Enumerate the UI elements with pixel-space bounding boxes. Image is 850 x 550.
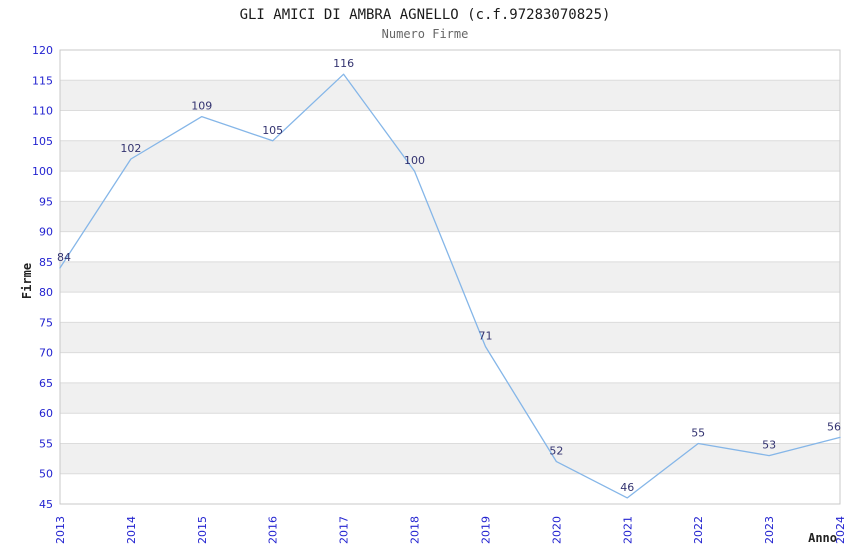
plot-bands	[60, 80, 840, 474]
y-tick-label: 95	[39, 195, 53, 208]
x-tick-label: 2019	[480, 516, 493, 544]
x-tick-label: 2018	[409, 516, 422, 544]
point-label: 84	[57, 251, 71, 264]
point-label: 105	[262, 124, 283, 137]
y-tick-label: 85	[39, 256, 53, 269]
plot-band	[60, 261, 840, 293]
x-tick-label: 2013	[54, 516, 67, 544]
plot-border	[59, 49, 841, 505]
y-tick-label: 120	[32, 44, 53, 57]
x-tick-label: 2014	[125, 516, 138, 544]
y-tick-label: 70	[39, 347, 53, 360]
point-label: 53	[762, 439, 776, 452]
x-axis-title: Anno	[808, 531, 837, 545]
point-label: 102	[120, 142, 141, 155]
series-line	[59, 73, 841, 499]
point-labels: 84 102 109 105 116 100 71 52 46 55 53 56	[57, 57, 841, 494]
x-tick-label: 2020	[550, 516, 563, 544]
y-tick-label: 50	[39, 468, 53, 481]
y-tick-label: 110	[32, 105, 53, 118]
plot-band	[60, 443, 840, 474]
point-label: 100	[404, 154, 425, 167]
y-tick-label: 60	[39, 407, 53, 420]
y-tick-label: 65	[39, 377, 53, 390]
y-tick-label: 115	[32, 74, 53, 87]
chart-subtitle: Numero Firme	[382, 27, 469, 41]
y-tick-label: 75	[39, 316, 53, 329]
point-label: 46	[620, 481, 634, 494]
y-tick-label: 45	[39, 498, 53, 511]
y-tick-label: 105	[32, 135, 53, 148]
y-tick-label: 80	[39, 286, 53, 299]
y-tick-label: 100	[32, 165, 53, 178]
x-tick-label: 2021	[621, 516, 634, 544]
x-tick-label: 2022	[692, 516, 705, 544]
y-axis-tick-labels: 45 50 55 60 65 70 75 80 85 90 95 100 105 110 115 120	[32, 44, 53, 511]
x-tick-label: 2023	[763, 516, 776, 544]
point-label: 56	[827, 420, 841, 433]
plot-band	[60, 201, 840, 232]
point-label: 109	[191, 100, 212, 113]
plot-band	[60, 140, 840, 172]
x-axis-tick-labels: 2013 2014 2015 2016 2017 2018 2019 2020 2021 2022…	[54, 516, 847, 544]
point-label: 52	[549, 445, 563, 458]
point-label: 55	[691, 427, 705, 440]
point-label: 71	[479, 330, 493, 343]
x-tick-label: 2017	[338, 516, 351, 544]
y-tick-label: 55	[39, 438, 53, 451]
chart-title: GLI AMICI DI AMBRA AGNELLO (c.f.97283070…	[240, 7, 611, 23]
x-tick-label: 2015	[196, 516, 209, 544]
y-tick-label: 90	[39, 226, 53, 239]
x-tick-label: 2024	[834, 516, 847, 544]
plot-band	[60, 80, 840, 111]
y-axis-title: Firme	[20, 263, 34, 299]
x-tick-label: 2016	[267, 516, 280, 544]
plot-band	[60, 322, 840, 353]
point-label: 116	[333, 57, 354, 70]
plot-band	[60, 382, 840, 414]
